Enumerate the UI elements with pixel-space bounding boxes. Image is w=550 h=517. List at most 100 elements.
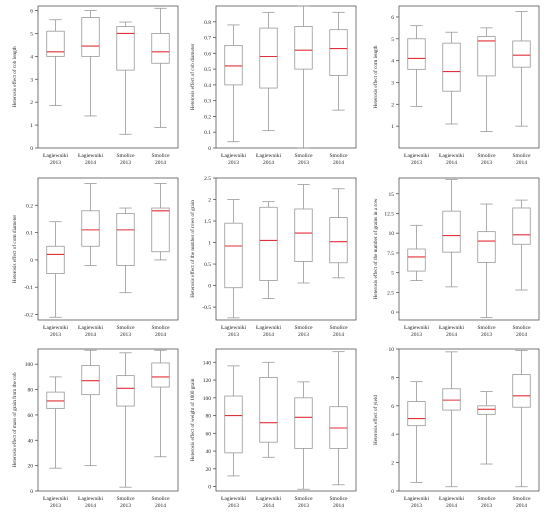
y-tick-label: 20 xyxy=(28,464,34,470)
y-tick-label: 0 xyxy=(208,485,211,491)
y-tick-label: 5 xyxy=(30,31,33,37)
y-axis-label: Heterosis effect of the number of rows o… xyxy=(189,200,196,298)
y-tick-label: 0.5 xyxy=(204,262,211,268)
y-tick-label: 20 xyxy=(206,467,212,473)
plot-frame xyxy=(37,177,179,321)
box-4 xyxy=(512,350,531,488)
x-category-year: 2013 xyxy=(411,160,422,166)
plot-frame xyxy=(398,348,540,492)
boxplot-panel-5: -0.5 0 0.5 1 1.5 2 2.5 Heterosis effect of the … xyxy=(182,172,362,344)
x-category-year: 2013 xyxy=(228,332,239,338)
iqr-box xyxy=(407,248,426,272)
iqr-box xyxy=(329,217,348,264)
boxplot-svg: 0 1 2 3 4 5 6 Heterosis effect of cob length Łag… xyxy=(11,5,179,166)
iqr-box xyxy=(81,17,100,57)
box-2 xyxy=(259,11,278,132)
x-category-year: 2013 xyxy=(120,332,131,338)
x-category-year: 2014 xyxy=(85,503,96,509)
x-category-label: Łagiewniki xyxy=(43,325,69,331)
x-category-label: Łagiewniki xyxy=(78,325,104,331)
y-tick-label: 0 xyxy=(30,146,33,152)
y-tick-label: 1 xyxy=(30,123,33,129)
y-tick-label: 10 xyxy=(389,347,395,353)
iqr-box xyxy=(259,27,278,89)
boxplot-svg: -0.5 0 0.5 1 1.5 2 2.5 Heterosis effect of the … xyxy=(189,176,357,338)
x-category-year: 2013 xyxy=(298,503,309,509)
box-4 xyxy=(151,7,170,128)
boxplot-panel-3: 1 2 3 4 5 6 Heterosis effect of corn length Łag… xyxy=(365,0,545,172)
x-category-label: Łagiewniki xyxy=(256,153,282,159)
y-tick-label: 5 xyxy=(391,271,394,277)
y-tick-label: 0.1 xyxy=(26,231,33,237)
box-3 xyxy=(477,27,496,133)
box-4 xyxy=(329,11,348,111)
boxplot-panel-1: 0 1 2 3 4 5 6 Heterosis effect of cob length Łag… xyxy=(4,0,184,172)
box-3 xyxy=(477,391,496,465)
y-axis-label: Heterosis effect of yield xyxy=(372,395,379,445)
iqr-box xyxy=(224,45,243,86)
y-tick-label: 0.2 xyxy=(204,114,211,120)
x-category-year: 2014 xyxy=(155,332,166,338)
y-tick-label: -0.5 xyxy=(202,305,211,311)
iqr-box xyxy=(46,30,65,57)
box-1 xyxy=(46,376,65,469)
boxplot-svg: 1 2 3 4 5 6 Heterosis effect of corn length Łag… xyxy=(372,5,540,166)
y-tick-label: 60 xyxy=(28,413,34,419)
boxplot-svg: 0 20 40 60 80 100 120 140 Heterosis effect of we… xyxy=(189,348,357,509)
iqr-box xyxy=(116,26,135,71)
y-tick-label: 8 xyxy=(391,375,394,381)
y-tick-label: 12.5 xyxy=(384,212,394,218)
plot-frame xyxy=(215,5,357,149)
y-tick-label: 0.3 xyxy=(204,99,211,105)
y-tick-label: 4 xyxy=(391,432,394,438)
plot-frame xyxy=(215,348,357,492)
y-axis-label: Heterosis effect of cob diameter xyxy=(189,44,196,111)
y-tick-label: 120 xyxy=(203,378,212,384)
box-2 xyxy=(81,349,100,467)
boxplot-svg: -0.2 -0.1 0 0.1 0.2 Heterosis effect of corn … xyxy=(11,177,179,338)
x-category-label: Smolice xyxy=(329,496,348,502)
x-category-year: 2014 xyxy=(446,503,457,509)
plot-frame xyxy=(398,177,540,321)
y-tick-label: 0 xyxy=(30,258,33,264)
y-tick-label: 40 xyxy=(206,449,212,455)
x-category-label: Łagiewniki xyxy=(439,153,465,159)
y-tick-label: 4 xyxy=(30,54,33,60)
iqr-box xyxy=(294,208,313,262)
y-tick-label: 0 xyxy=(208,284,211,290)
x-category-year: 2014 xyxy=(333,332,344,338)
y-tick-label: 2.5 xyxy=(204,176,211,182)
y-tick-label: 80 xyxy=(206,414,212,420)
boxplot-panel-2: 0 0.1 0.2 0.3 0.4 0.5 0.6 0.7 0.8 Heterosis effec… xyxy=(182,0,362,172)
box-1 xyxy=(224,365,243,477)
boxplot-svg: 0 2 4 6 8 10 Heterosis effect of yield Łagiewni… xyxy=(372,347,540,509)
x-category-year: 2014 xyxy=(446,160,457,166)
box-2 xyxy=(81,183,100,266)
x-category-year: 2014 xyxy=(516,160,527,166)
x-category-year: 2014 xyxy=(263,503,274,509)
iqr-box xyxy=(116,213,135,266)
iqr-box xyxy=(477,231,496,263)
x-category-year: 2013 xyxy=(120,503,131,509)
x-category-label: Smolice xyxy=(116,325,135,331)
box-3 xyxy=(116,207,135,294)
x-category-year: 2014 xyxy=(85,332,96,338)
x-category-label: Smolice xyxy=(512,325,531,331)
x-category-year: 2014 xyxy=(333,160,344,166)
x-category-label: Łagiewniki xyxy=(256,496,282,502)
iqr-box xyxy=(407,38,426,70)
y-axis-label: Heterosis effect of mass of grain from t… xyxy=(11,372,18,468)
iqr-box xyxy=(259,377,278,443)
x-category-label: Łagiewniki xyxy=(78,496,104,502)
y-tick-label: 6 xyxy=(30,9,33,15)
x-category-label: Łagiewniki xyxy=(404,496,430,502)
y-tick-label: 2 xyxy=(208,198,211,204)
iqr-box xyxy=(407,401,426,427)
x-category-label: Smolice xyxy=(329,153,348,159)
plot-frame xyxy=(215,177,357,321)
iqr-box xyxy=(259,206,278,281)
y-tick-label: 0.7 xyxy=(204,36,211,42)
x-category-label: Łagiewniki xyxy=(78,153,104,159)
x-category-year: 2013 xyxy=(50,503,61,509)
box-2 xyxy=(259,361,278,458)
